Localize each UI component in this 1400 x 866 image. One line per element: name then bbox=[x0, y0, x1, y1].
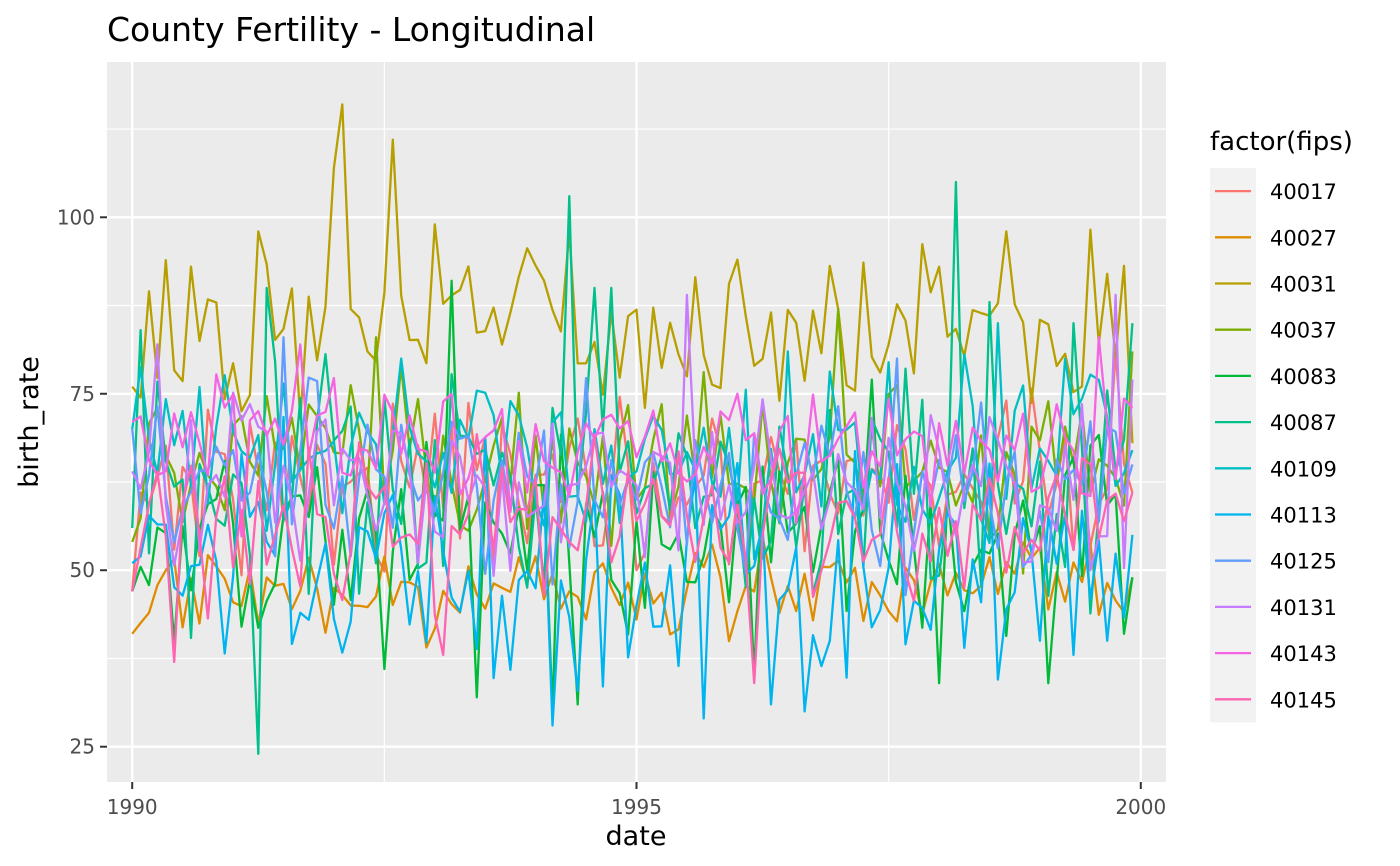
legend-title: factor(fips) bbox=[1210, 127, 1353, 157]
series-line-40125 bbox=[131, 336, 1134, 597]
legend-label-40113: 40113 bbox=[1270, 504, 1337, 528]
legend-label-40145: 40145 bbox=[1270, 688, 1337, 712]
legend-label-40031: 40031 bbox=[1270, 273, 1337, 297]
legend-label-40131: 40131 bbox=[1270, 596, 1337, 620]
legend-label-40109: 40109 bbox=[1270, 457, 1337, 481]
y-tick-label: 75 bbox=[70, 382, 95, 406]
series-line-40031 bbox=[131, 103, 1134, 444]
y-tick-label: 100 bbox=[57, 205, 95, 229]
x-tick-label: 1995 bbox=[611, 795, 662, 819]
x-axis: 1990 1995 2000 bbox=[107, 782, 1166, 819]
series-line-40027 bbox=[131, 536, 1134, 649]
legend-key-background bbox=[1210, 168, 1256, 723]
legend-label-40087: 40087 bbox=[1270, 411, 1337, 435]
y-axis-title: birth_rate bbox=[14, 356, 45, 488]
legend-label-40143: 40143 bbox=[1270, 642, 1337, 666]
series-line-40145 bbox=[131, 432, 1134, 685]
legend: 40017 40027 40031 40037 40083 40087 40109 40113… bbox=[1210, 168, 1337, 723]
y-axis: 25 50 75 100 bbox=[57, 205, 107, 759]
series-line-40131 bbox=[131, 293, 1134, 577]
x-tick-label: 2000 bbox=[1115, 795, 1166, 819]
series-line-40113 bbox=[131, 415, 1134, 727]
series-line-40143 bbox=[131, 336, 1134, 538]
legend-label-40027: 40027 bbox=[1270, 226, 1337, 250]
legend-label-40083: 40083 bbox=[1270, 365, 1337, 389]
series-lines bbox=[131, 103, 1134, 755]
y-tick-label: 25 bbox=[70, 735, 95, 759]
chart-title: County Fertility - Longitudinal bbox=[107, 10, 595, 49]
x-tick-label: 1990 bbox=[107, 795, 158, 819]
legend-label-40125: 40125 bbox=[1270, 550, 1337, 574]
legend-label-40017: 40017 bbox=[1270, 180, 1337, 204]
y-tick-label: 50 bbox=[70, 558, 95, 582]
x-axis-title: date bbox=[606, 821, 667, 852]
series-line-40083 bbox=[131, 279, 1134, 713]
legend-label-40037: 40037 bbox=[1270, 319, 1337, 343]
